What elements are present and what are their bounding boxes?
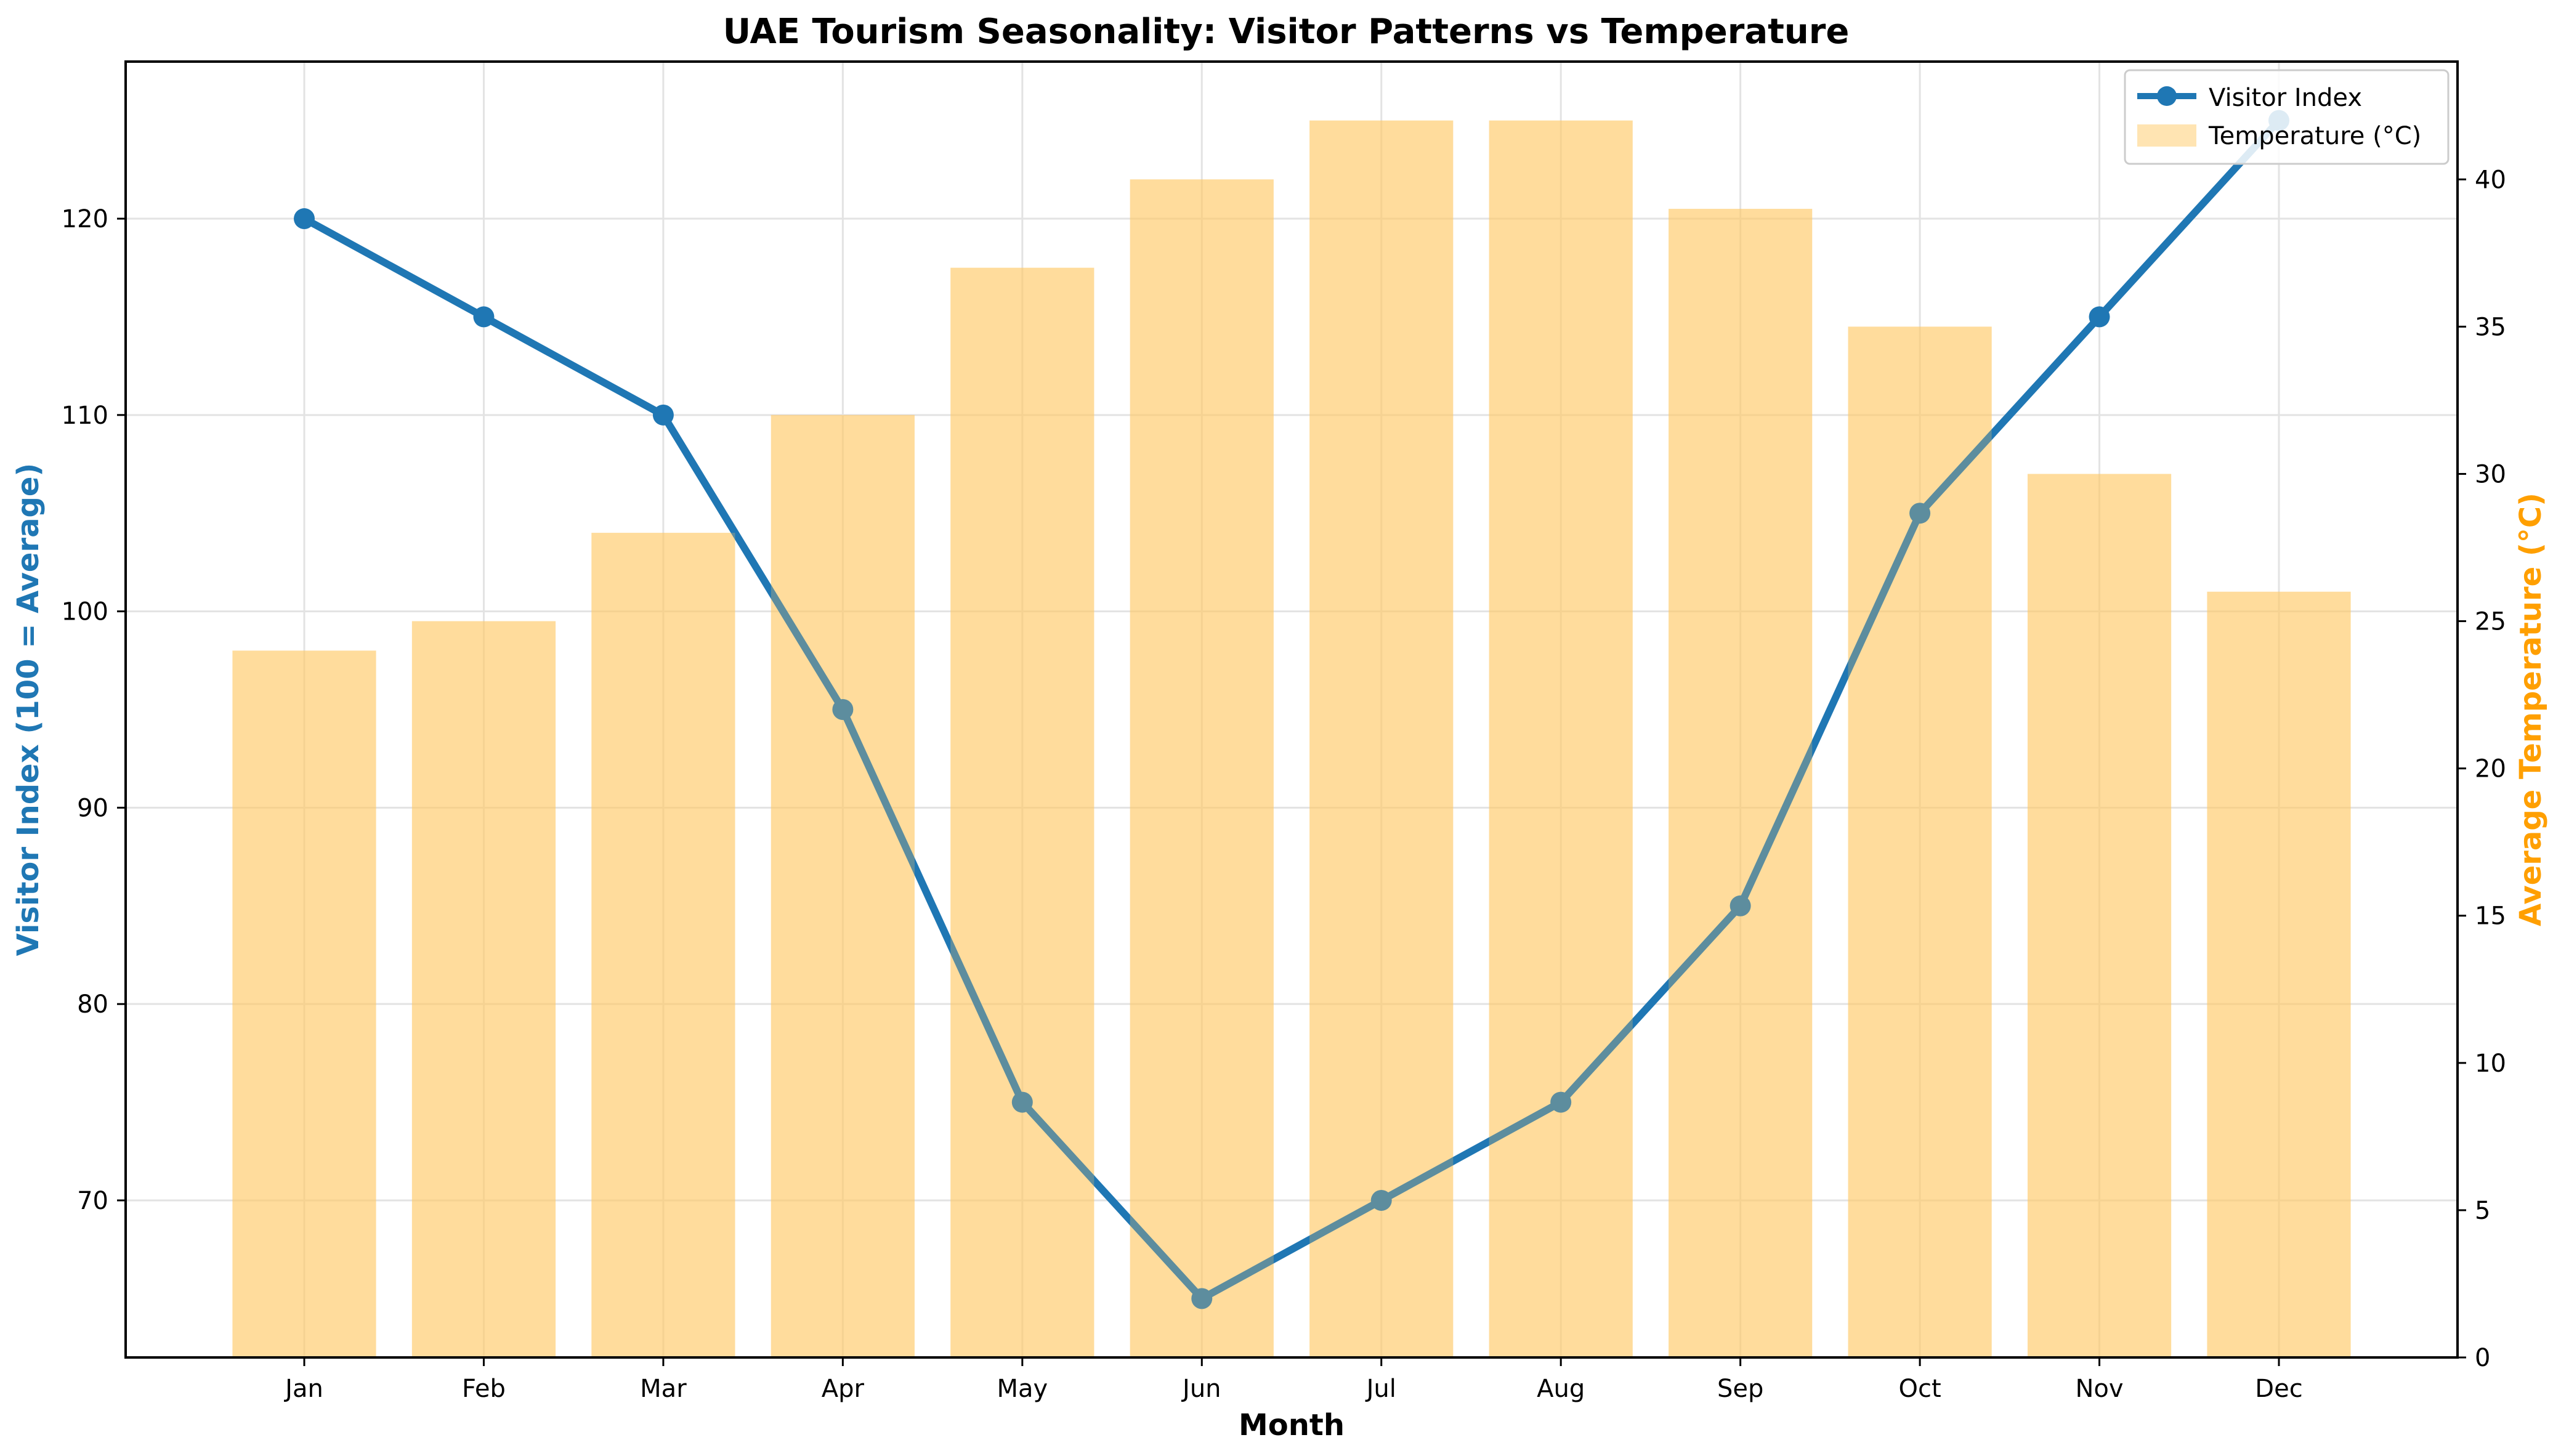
temperature-bar-overlay-aug [1489,120,1633,1358]
chart-title: UAE Tourism Seasonality: Visitor Pattern… [723,12,1850,52]
temperature-bar-sep [1669,209,1813,1357]
right-axis-tick-label: 10 [2475,1050,2506,1078]
visitor-index-polyline [302,118,2282,1303]
temperature-bar-oct [1848,326,1992,1357]
visitor-index-point-jul [1370,1189,1392,1211]
x-axis-tick-label-dec: Dec [2255,1375,2302,1403]
legend-label-temperature: Temperature (°C) [2208,122,2421,150]
legend-box [2124,69,2450,165]
visitor-index-point-jan [294,208,315,230]
x-axis-tick-label-feb: Feb [462,1375,506,1403]
visitor-index-line [232,110,2351,1358]
visitor-index-point-sep [1730,895,1751,916]
x-axis-tick-label-sep: Sep [1717,1375,1763,1403]
right-y-axis: 0 5 10 15 20 25 30 35 40 [2458,166,2506,1372]
x-axis-label: Month [1239,1408,1345,1442]
temperature-bar-overlay-may [950,267,1094,1357]
temperature-bar-overlay-jan [232,650,376,1357]
visitor-index-point-mar [652,404,674,426]
x-axis-tick-label-may: May [997,1375,1048,1403]
x-axis-tick-label-apr: Apr [822,1375,865,1403]
left-axis-tick-label: 80 [77,990,108,1019]
x-axis-tick-label-mar: Mar [640,1375,687,1403]
temperature-bar-overlay-sep [1669,209,1813,1357]
visitor-index-point-jun [1191,1288,1213,1309]
x-axis-tick-label-aug: Aug [1537,1375,1585,1403]
visitor-index-point-nov [2089,306,2110,328]
right-axis-tick-label: 30 [2475,460,2506,488]
temperature-bar-overlay-jul [1309,120,1454,1358]
visitor-index-point-may [1011,1091,1033,1113]
legend: Visitor Index Temperature (°C) [2124,69,2450,165]
temperature-bar-jun [1130,179,1274,1358]
temperature-bar-overlay-nov [2027,474,2172,1357]
right-axis-tick-label: 20 [2475,755,2506,783]
right-axis-tick-label: 40 [2475,166,2506,194]
temperature-bar-overlay-oct [1848,326,1992,1357]
left-axis-tick-label: 110 [62,402,108,430]
temperature-bar-overlay-feb [411,621,556,1358]
x-axis-tick-label-oct: Oct [1899,1375,1941,1403]
right-axis-tick-label: 35 [2475,313,2506,341]
temperature-bar-overlay-apr [771,415,915,1358]
temperature-bar-overlay-dec [2207,591,2351,1357]
right-axis-tick-label: 0 [2475,1344,2490,1372]
temperature-bar-jul [1309,120,1454,1358]
right-axis-tick-label: 5 [2475,1197,2490,1225]
plot-frame [124,60,2459,1359]
temperature-bars [232,120,2351,1358]
x-axis-tick-label-nov: Nov [2076,1375,2124,1403]
right-axis-tick-label: 25 [2475,608,2506,636]
temperature-bar-apr [771,415,915,1358]
legend-marker-swatch [2157,86,2177,106]
temperature-bar-nov [2027,474,2172,1357]
left-axis-tick-label: 120 [62,205,108,233]
visitor-index-point-apr [832,699,854,720]
visitor-index-point-aug [1550,1091,1572,1113]
left-axis-tick-label: 70 [77,1187,108,1215]
visitor-index-point-oct [1909,503,1931,524]
temperature-bar-overlay-jun [1130,179,1274,1358]
temperature-bar-feb [411,621,556,1358]
left-y-axis: 70 80 90 100 110 120 [62,205,126,1215]
temperature-bar-overlay-mar [591,533,735,1358]
x-axis-tick-label-jan: Jan [283,1375,323,1403]
x-axis: Jan Feb Mar Apr May Jun Jul Aug Sep Oct Nov Dec [283,1357,2303,1403]
left-axis-tick-label: 100 [62,598,108,626]
x-axis-tick-label-jul: Jul [1365,1375,1396,1403]
x-axis-tick-label-jun: Jun [1181,1375,1221,1403]
right-axis-tick-label: 15 [2475,902,2506,931]
visitor-index-point-feb [473,306,495,328]
y-axis-label-left: Visitor Index (100 = Average) [11,463,46,957]
left-axis-tick-label: 90 [77,794,108,822]
y-axis-label-right: Average Temperature (°C) [2514,493,2548,926]
temperature-bar-mar [591,533,735,1358]
legend-label-visitor-index: Visitor Index [2209,84,2362,112]
temperature-bar-dec [2207,591,2351,1357]
legend-bar-swatch [2137,124,2196,147]
temperature-bar-aug [1489,120,1633,1358]
temperature-bar-may [950,267,1094,1357]
temperature-bar-jan [232,650,376,1357]
